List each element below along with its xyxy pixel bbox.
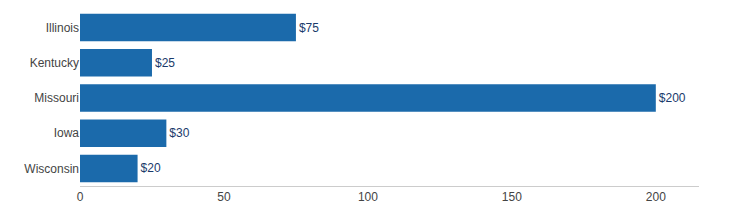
svg-text:Kentucky: Kentucky	[30, 56, 79, 70]
svg-text:$25: $25	[155, 56, 175, 70]
svg-text:200: 200	[646, 190, 666, 204]
svg-text:Iowa: Iowa	[54, 126, 80, 140]
svg-text:$200: $200	[659, 91, 686, 105]
svg-text:$20: $20	[141, 161, 161, 175]
svg-text:50: 50	[217, 190, 231, 204]
svg-text:$75: $75	[299, 21, 319, 35]
svg-text:0: 0	[77, 190, 84, 204]
svg-text:Wisconsin: Wisconsin	[24, 162, 79, 176]
svg-text:Missouri: Missouri	[34, 91, 79, 105]
svg-text:100: 100	[358, 190, 378, 204]
svg-text:$30: $30	[169, 126, 189, 140]
svg-text:150: 150	[502, 190, 522, 204]
svg-text:Illinois: Illinois	[46, 21, 79, 35]
